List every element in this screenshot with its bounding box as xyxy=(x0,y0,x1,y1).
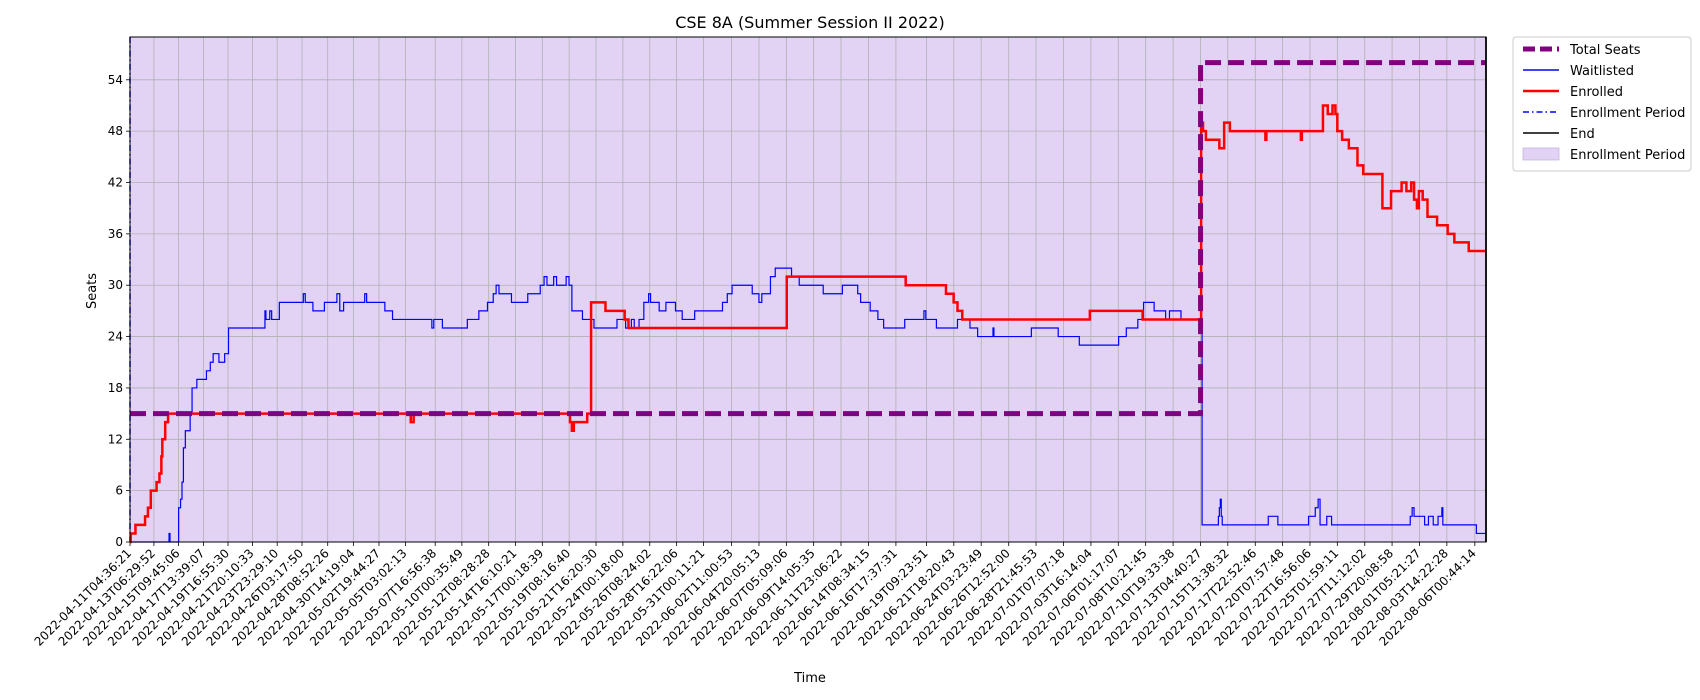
chart-title: CSE 8A (Summer Session II 2022) xyxy=(675,13,945,32)
y-tick-label: 12 xyxy=(108,432,123,446)
legend-label: Enrollment Period xyxy=(1570,148,1685,163)
plot-area: 2022-04-11T04:36:212022-04-13T06:29:5220… xyxy=(32,36,1487,649)
enrollment-period-shade xyxy=(130,37,1486,542)
y-axis-label: Seats xyxy=(85,273,100,309)
legend-label: Total Seats xyxy=(1569,43,1641,58)
y-tick-label: 24 xyxy=(108,330,123,344)
legend-label: End xyxy=(1570,127,1595,142)
y-tick-label: 0 xyxy=(115,535,123,549)
y-tick-label: 48 xyxy=(108,124,123,138)
legend-label: Waitlisted xyxy=(1570,64,1634,79)
series-line-total-seats xyxy=(130,60,1486,417)
legend: Total Seats Waitlisted Enrolled Enrollment … xyxy=(1512,36,1692,172)
y-tick-label: 36 xyxy=(108,227,123,241)
y-tick-label: 6 xyxy=(115,484,123,498)
x-axis-label: Time xyxy=(793,671,826,686)
legend-swatch-enrollment-period-patch xyxy=(1522,147,1560,161)
plot-frame xyxy=(129,36,1487,543)
legend-label: Enrolled xyxy=(1570,85,1623,100)
legend-label: Enrollment Period xyxy=(1570,106,1685,121)
y-tick-label: 18 xyxy=(108,381,123,395)
y-tick-label: 54 xyxy=(108,73,123,87)
series-line-waitlisted xyxy=(130,267,1486,543)
y-tick-label: 42 xyxy=(108,176,123,190)
y-tick-label: 30 xyxy=(108,278,123,292)
